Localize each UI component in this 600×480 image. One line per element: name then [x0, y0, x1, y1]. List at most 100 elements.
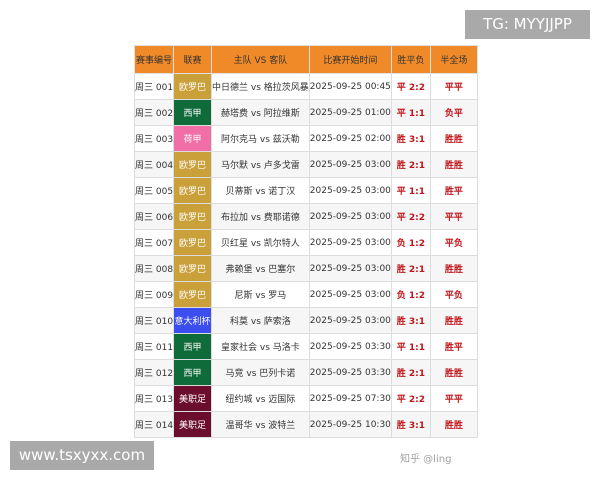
- table-row: 周三 009 欧罗巴 尼斯 vs 罗马 2025-09-25 03:00 负 1:2 平负: [133, 281, 478, 308]
- start-time: 2025-09-25 10:30: [308, 411, 392, 438]
- half-full: 胜胜: [429, 255, 478, 282]
- table-row: 周三 002 西甲 赫塔费 vs 阿拉维斯 2025-09-25 01:00 平 1:1…: [133, 99, 478, 126]
- result: 胜 2:1: [390, 359, 431, 386]
- table-row: 周三 014 美职足 温哥华 vs 波特兰 2025-09-25 10:30 胜 3:1…: [133, 411, 478, 438]
- result: 胜 2:1: [390, 255, 431, 282]
- site-watermark: www.tsxyxx.com: [10, 441, 154, 470]
- header-league: 联赛: [173, 45, 213, 74]
- match-id: 周三 003: [133, 125, 175, 152]
- match-teams: 温哥华 vs 波特兰: [211, 411, 310, 438]
- start-time: 2025-09-25 03:30: [308, 333, 392, 360]
- table-row: 周三 011 西甲 皇家社会 vs 马洛卡 2025-09-25 03:30 平 1:1…: [133, 333, 478, 360]
- match-results-table: 赛事编号 联赛 主队 VS 客队 比赛开始时间 胜平负 半全场 周三 001 欧罗…: [133, 45, 478, 438]
- result: 负 1:2: [390, 229, 431, 256]
- league-cell: 意大利杯: [173, 307, 213, 334]
- league-cell: 欧罗巴: [173, 177, 213, 204]
- league-cell: 欧罗巴: [173, 281, 213, 308]
- header-id: 赛事编号: [133, 45, 175, 74]
- start-time: 2025-09-25 03:30: [308, 359, 392, 386]
- match-teams: 赫塔费 vs 阿拉维斯: [211, 99, 310, 126]
- league-cell: 美职足: [173, 411, 213, 438]
- match-teams: 马竞 vs 巴列卡诺: [211, 359, 310, 386]
- start-time: 2025-09-25 02:00: [308, 125, 392, 152]
- result: 负 1:2: [390, 281, 431, 308]
- match-id: 周三 014: [133, 411, 175, 438]
- half-full: 平平: [429, 73, 478, 100]
- match-id: 周三 002: [133, 99, 175, 126]
- result: 胜 3:1: [390, 307, 431, 334]
- half-full: 平平: [429, 203, 478, 230]
- start-time: 2025-09-25 03:00: [308, 255, 392, 282]
- start-time: 2025-09-25 03:00: [308, 203, 392, 230]
- table-row: 周三 005 欧罗巴 贝蒂斯 vs 诺丁汉 2025-09-25 03:00 平 1:1…: [133, 177, 478, 204]
- half-full: 负平: [429, 99, 478, 126]
- match-id: 周三 007: [133, 229, 175, 256]
- start-time: 2025-09-25 03:00: [308, 229, 392, 256]
- half-full: 胜平: [429, 333, 478, 360]
- half-full: 平负: [429, 281, 478, 308]
- half-full: 平负: [429, 229, 478, 256]
- match-id: 周三 012: [133, 359, 175, 386]
- start-time: 2025-09-25 00:45: [308, 73, 392, 100]
- match-id: 周三 005: [133, 177, 175, 204]
- league-cell: 欧罗巴: [173, 203, 213, 230]
- match-id: 周三 006: [133, 203, 175, 230]
- match-teams: 布拉加 vs 费耶诺德: [211, 203, 310, 230]
- league-cell: 荷甲: [173, 125, 213, 152]
- result: 胜 2:1: [390, 151, 431, 178]
- zhihu-watermark: 知乎 @ling: [400, 454, 452, 465]
- match-id: 周三 010: [133, 307, 175, 334]
- match-id: 周三 013: [133, 385, 175, 412]
- result: 平 2:2: [390, 203, 431, 230]
- half-full: 平平: [429, 385, 478, 412]
- league-cell: 欧罗巴: [173, 229, 213, 256]
- result: 平 2:2: [390, 385, 431, 412]
- result: 胜 3:1: [390, 411, 431, 438]
- half-full: 胜胜: [429, 359, 478, 386]
- half-full: 胜胜: [429, 307, 478, 334]
- half-full: 胜胜: [429, 125, 478, 152]
- match-id: 周三 001: [133, 73, 175, 100]
- match-teams: 中日德兰 vs 格拉茨风暴: [211, 73, 310, 100]
- table-row: 周三 001 欧罗巴 中日德兰 vs 格拉茨风暴 2025-09-25 00:45 平 …: [133, 73, 478, 100]
- match-teams: 贝红星 vs 凯尔特人: [211, 229, 310, 256]
- match-teams: 贝蒂斯 vs 诺丁汉: [211, 177, 310, 204]
- match-teams: 尼斯 vs 罗马: [211, 281, 310, 308]
- header-half-full: 半全场: [429, 45, 478, 74]
- match-teams: 阿尔克马 vs 兹沃勒: [211, 125, 310, 152]
- table-row: 周三 012 西甲 马竞 vs 巴列卡诺 2025-09-25 03:30 胜 2:1 胜…: [133, 359, 478, 386]
- start-time: 2025-09-25 01:00: [308, 99, 392, 126]
- table-row: 周三 007 欧罗巴 贝红星 vs 凯尔特人 2025-09-25 03:00 负 1:…: [133, 229, 478, 256]
- match-teams: 皇家社会 vs 马洛卡: [211, 333, 310, 360]
- match-id: 周三 008: [133, 255, 175, 282]
- table-row: 周三 006 欧罗巴 布拉加 vs 费耶诺德 2025-09-25 03:00 平 2:…: [133, 203, 478, 230]
- table-header-row: 赛事编号 联赛 主队 VS 客队 比赛开始时间 胜平负 半全场: [133, 45, 478, 74]
- match-id: 周三 004: [133, 151, 175, 178]
- match-teams: 马尔默 vs 卢多戈雷: [211, 151, 310, 178]
- half-full: 胜胜: [429, 151, 478, 178]
- match-teams: 弗赖堡 vs 巴塞尔: [211, 255, 310, 282]
- half-full: 胜平: [429, 177, 478, 204]
- league-cell: 西甲: [173, 333, 213, 360]
- half-full: 胜胜: [429, 411, 478, 438]
- start-time: 2025-09-25 03:00: [308, 307, 392, 334]
- table-row: 周三 013 美职足 纽约城 vs 迈国际 2025-09-25 07:30 平 2:2…: [133, 385, 478, 412]
- league-cell: 欧罗巴: [173, 73, 213, 100]
- start-time: 2025-09-25 03:00: [308, 151, 392, 178]
- start-time: 2025-09-25 07:30: [308, 385, 392, 412]
- table-row: 周三 003 荷甲 阿尔克马 vs 兹沃勒 2025-09-25 02:00 胜 3:1…: [133, 125, 478, 152]
- table-row: 周三 004 欧罗巴 马尔默 vs 卢多戈雷 2025-09-25 03:00 胜 2:…: [133, 151, 478, 178]
- match-id: 周三 009: [133, 281, 175, 308]
- match-teams: 科莫 vs 萨索洛: [211, 307, 310, 334]
- tg-watermark: TG: MYYJJPP: [465, 10, 590, 39]
- start-time: 2025-09-25 03:00: [308, 281, 392, 308]
- table-row: 周三 008 欧罗巴 弗赖堡 vs 巴塞尔 2025-09-25 03:00 胜 2:1…: [133, 255, 478, 282]
- result: 平 1:1: [390, 177, 431, 204]
- league-cell: 美职足: [173, 385, 213, 412]
- result: 胜 3:1: [390, 125, 431, 152]
- league-cell: 西甲: [173, 359, 213, 386]
- result: 平 1:1: [390, 99, 431, 126]
- result: 平 1:1: [390, 333, 431, 360]
- result: 平 2:2: [390, 73, 431, 100]
- header-time: 比赛开始时间: [308, 45, 392, 74]
